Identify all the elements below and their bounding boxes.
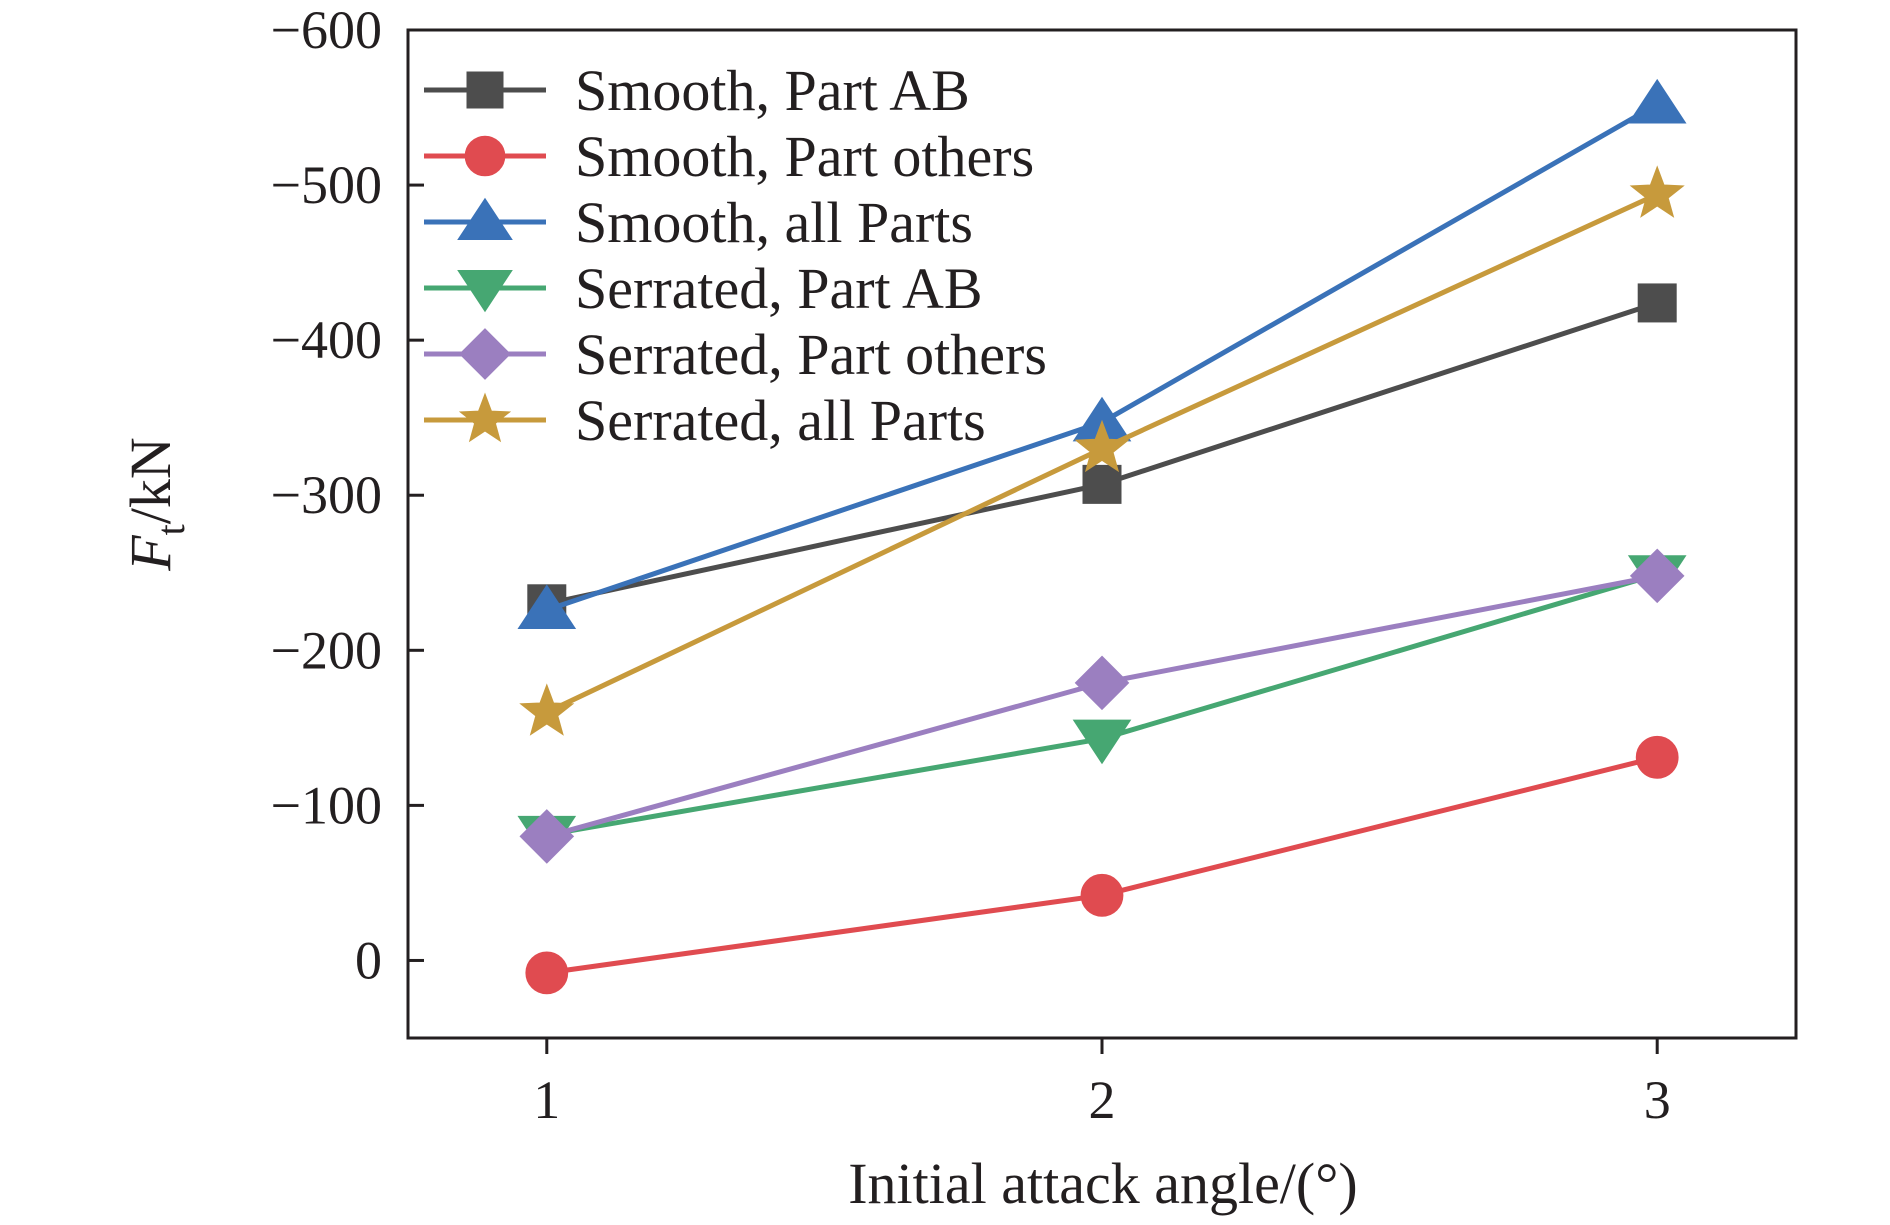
y-axis-title-subscript: t (148, 524, 193, 535)
legend-marker (466, 71, 504, 109)
data-point (1074, 655, 1130, 711)
data-point (519, 809, 575, 864)
legend-marker (457, 269, 513, 313)
data-point (1629, 548, 1685, 604)
data-point (1082, 464, 1122, 504)
legend-item: Serrated, Part AB (424, 256, 983, 321)
series-layer (517, 78, 1687, 995)
x-tick-label: 3 (1644, 1070, 1671, 1130)
legend-item: Smooth, Part AB (424, 58, 970, 123)
data-point (1080, 873, 1124, 917)
y-tick-label: −600 (271, 0, 382, 60)
series-4 (519, 548, 1685, 864)
y-tick-label: −300 (271, 465, 382, 525)
legend-marker (458, 392, 512, 443)
legend-label: Serrated, all Parts (575, 388, 986, 453)
y-tick-label: −100 (271, 775, 382, 835)
legend-label: Smooth, all Parts (575, 190, 973, 255)
legend-marker (459, 328, 511, 380)
y-tick-label: −200 (271, 620, 382, 680)
x-tick-label: 2 (1089, 1070, 1116, 1130)
legend-item: Smooth, all Parts (424, 190, 973, 255)
x-tick-label: 1 (533, 1070, 560, 1130)
x-axis: 1 2 3 (533, 1038, 1671, 1130)
y-tick-label: 0 (355, 930, 382, 990)
data-point (1629, 165, 1685, 218)
series-5 (519, 165, 1685, 736)
y-axis-title-unit: /kN (118, 437, 183, 524)
legend-item: Serrated, all Parts (424, 388, 986, 453)
data-point (1074, 419, 1130, 473)
data-point (1637, 283, 1677, 323)
legend-item: Smooth, Part others (424, 124, 1034, 189)
data-point (519, 683, 575, 736)
data-point (1635, 735, 1679, 779)
data-point (517, 584, 577, 630)
data-point (1072, 719, 1132, 765)
legend-label: Smooth, Part others (575, 124, 1034, 189)
series-1 (525, 735, 1679, 995)
legend-item: Serrated, Part others (424, 322, 1047, 387)
y-axis: 0 −100 −200 −300 −400 −500 −600 (271, 0, 424, 990)
y-axis-title: Ft/kN (118, 437, 193, 572)
x-axis-title: Initial attack angle/(°) (848, 1151, 1358, 1216)
legend-label: Serrated, Part AB (575, 256, 983, 321)
data-point (1627, 78, 1687, 124)
legend-label: Serrated, Part others (575, 322, 1047, 387)
data-point (525, 951, 569, 995)
y-tick-label: −500 (271, 155, 382, 215)
legend-marker (464, 135, 506, 177)
y-tick-label: −400 (271, 310, 382, 370)
legend-label: Smooth, Part AB (575, 58, 970, 123)
legend-marker (457, 197, 513, 241)
y-axis-title-symbol: F (118, 535, 183, 572)
